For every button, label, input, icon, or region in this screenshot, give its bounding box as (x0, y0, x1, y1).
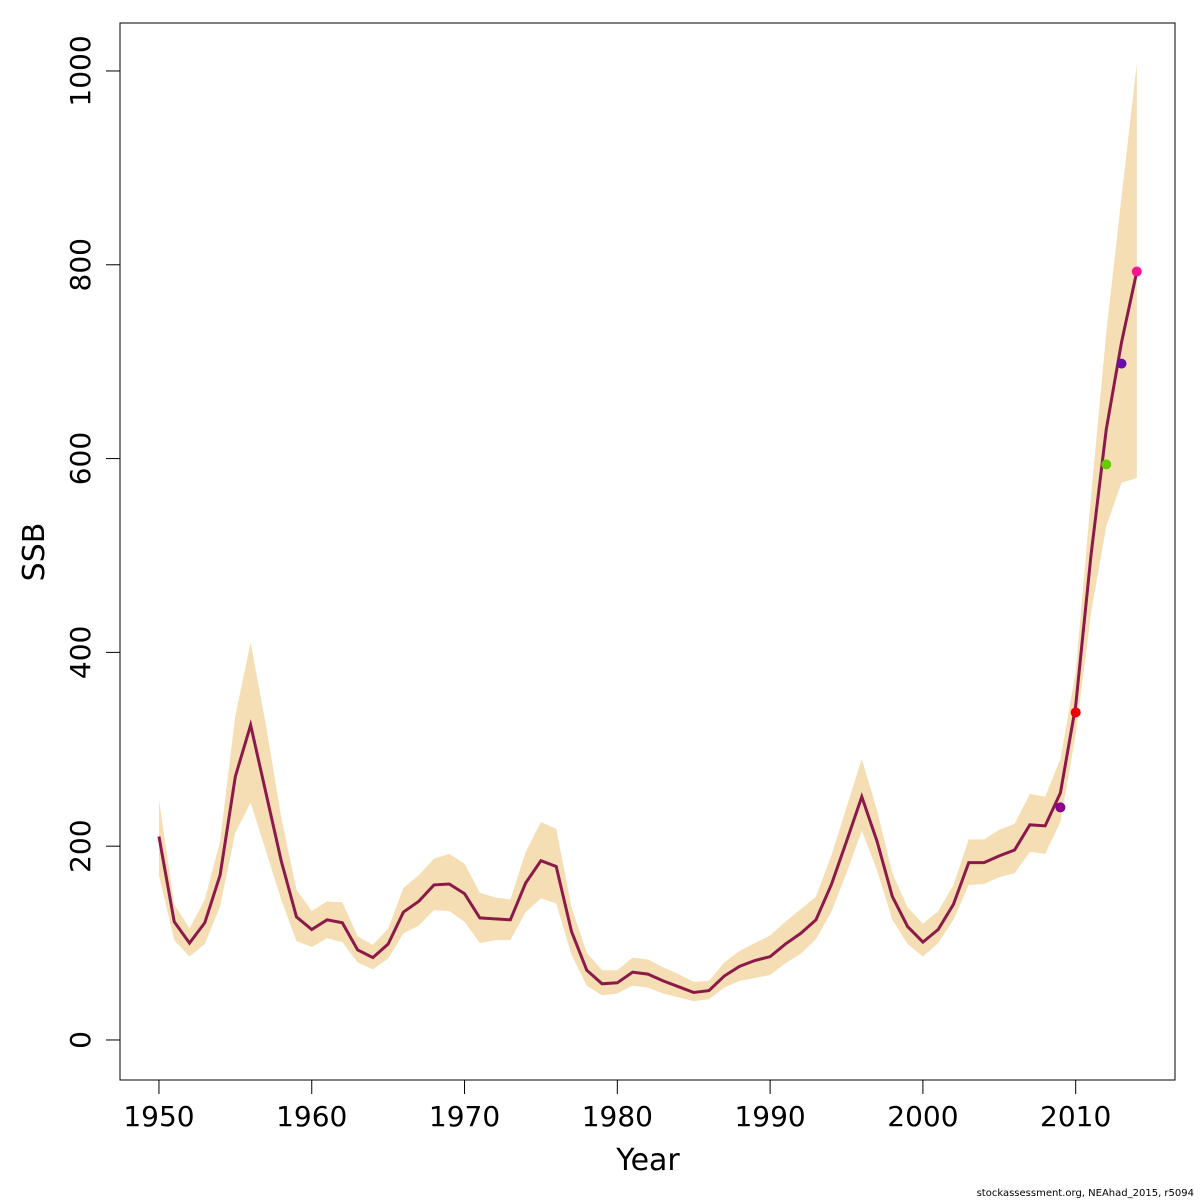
plot-frame (119, 22, 1176, 1081)
y-axis-label: SSB (17, 523, 52, 582)
x-tick-label: 1950 (123, 1100, 194, 1133)
y-tick-label: 800 (64, 238, 97, 291)
x-axis-label: Year (615, 1143, 680, 1178)
x-tick-label: 2010 (1040, 1100, 1111, 1133)
y-tick-label: 400 (64, 626, 97, 679)
x-tick-label: 1980 (582, 1100, 653, 1133)
x-tick-label: 1970 (429, 1100, 500, 1133)
x-tick-label: 1990 (734, 1100, 805, 1133)
ssb-line (157, 271, 1139, 995)
y-tick-label: 600 (64, 432, 97, 485)
retro-point (1101, 459, 1112, 470)
x-tick-label: 1960 (276, 1100, 347, 1133)
retro-point (1131, 266, 1142, 277)
retro-point (1070, 707, 1081, 718)
y-tick-label: 0 (64, 1031, 97, 1049)
caption: stockassessment.org, NEAhad_2015, r5094 (977, 1188, 1194, 1199)
x-tick-label: 2000 (887, 1100, 958, 1133)
retro-point (1055, 802, 1066, 813)
y-tick-label: 200 (64, 819, 97, 872)
y-tick-label: 1000 (64, 35, 97, 106)
retro-point (1116, 358, 1127, 369)
